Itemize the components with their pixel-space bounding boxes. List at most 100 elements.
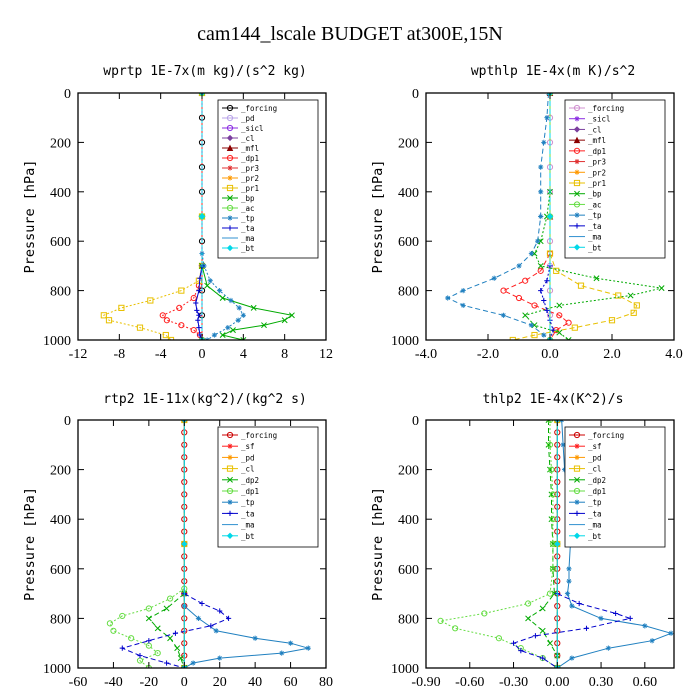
legend-label: _dp1 [241,487,259,496]
y-axis-label: Pressure [hPa] [370,487,386,601]
y-tick-label: 600 [398,235,419,250]
data-point [566,566,572,572]
y-axis-label: Pressure [hPa] [22,160,38,274]
series-ta [538,263,556,340]
series-line [512,593,633,668]
data-point [110,627,117,634]
x-tick-label: -8 [113,347,125,362]
x-tick-label: 8 [281,347,288,362]
legend-label: _ta [241,224,255,233]
legend-label: _cl [241,465,255,474]
data-point [235,317,241,323]
legend-label: _dp2 [241,476,259,485]
legend-marker [226,204,234,212]
data-point [163,660,170,666]
data-point [154,625,161,632]
legend-label: _sicl [588,115,611,124]
data-point [178,322,185,329]
data-point [217,608,223,614]
legend-label: _ma [588,233,602,242]
data-point [537,262,544,269]
y-tick-label: 1000 [391,334,419,349]
data-point [525,600,532,607]
y-tick-label: 800 [398,612,419,627]
y-tick-label: 800 [50,285,71,300]
data-point [668,630,674,636]
legend: _forcing _sf _pd _cl _dp2 _dp1 _tp _ta _ma _bt [217,426,319,548]
data-point [565,337,572,340]
data-point [553,267,560,274]
data-point [627,615,633,621]
legend-label: _bt [241,532,255,541]
legend-label: _cl [588,465,602,474]
data-point [147,297,154,304]
data-point [198,213,206,220]
x-tick-label: -4.0 [415,347,437,362]
legend-label: _tp [241,214,255,223]
data-point [539,605,546,612]
legend-marker [226,465,234,472]
series-dp1 [437,420,561,668]
legend-label: _mfl [241,144,259,153]
data-point [217,655,223,661]
data-point [136,324,144,331]
series-pr1 [100,93,206,340]
data-point [615,292,622,299]
legend-marker [227,499,233,505]
legend-marker [227,165,233,171]
data-point [460,302,466,309]
data-point [181,540,188,548]
x-tick-label: 4 [240,347,247,362]
data-point [546,590,554,597]
legend-label: _forcing [588,104,624,113]
data-point [163,317,170,324]
data-point [554,540,561,548]
legend-marker [573,465,581,472]
x-tick-label: 0.30 [589,675,614,690]
series-tp [181,603,311,668]
y-tick-label: 200 [398,136,419,151]
legend-marker [226,431,234,439]
panel-title: thlp2 1E-4x(K^2)/s [483,392,624,407]
data-point [569,603,575,609]
data-point [167,635,174,642]
data-point [613,610,619,617]
data-point [219,295,226,301]
data-point [196,325,202,331]
data-point [174,645,181,652]
y-tick-label: 600 [50,235,71,250]
y-tick-label: 1000 [391,662,419,677]
data-point [564,591,571,597]
legend-label: _pr3 [241,164,259,173]
legend-label: _pd [241,114,255,123]
data-point [190,327,197,334]
x-tick-label: 4.0 [665,347,683,362]
data-point [213,628,219,634]
data-point [528,322,534,328]
data-point [538,213,544,220]
y-tick-label: 200 [50,464,71,479]
panel-4: -0.90 -0.60 -0.30 0.00 0.30 0.60 0 200 400 600 800… [370,392,675,690]
legend-marker [226,114,234,122]
data-point [545,441,552,448]
series-line [527,420,558,668]
legend-marker [227,195,233,201]
legend-label: _bt [241,244,255,253]
data-point [539,627,546,634]
data-point [549,565,557,572]
plot-area [445,93,665,340]
data-point [576,600,582,607]
legend-marker [573,487,581,495]
data-point [252,635,258,641]
data-point [547,640,553,647]
data-point [516,263,522,269]
data-point [211,332,217,338]
y-tick-label: 200 [50,136,71,151]
data-point [204,282,211,289]
legend-label: _dp1 [241,154,259,163]
legend-marker [573,201,581,208]
x-tick-label: 60 [284,675,298,690]
data-point [281,317,288,324]
data-point [556,312,563,319]
data-point [228,297,234,304]
